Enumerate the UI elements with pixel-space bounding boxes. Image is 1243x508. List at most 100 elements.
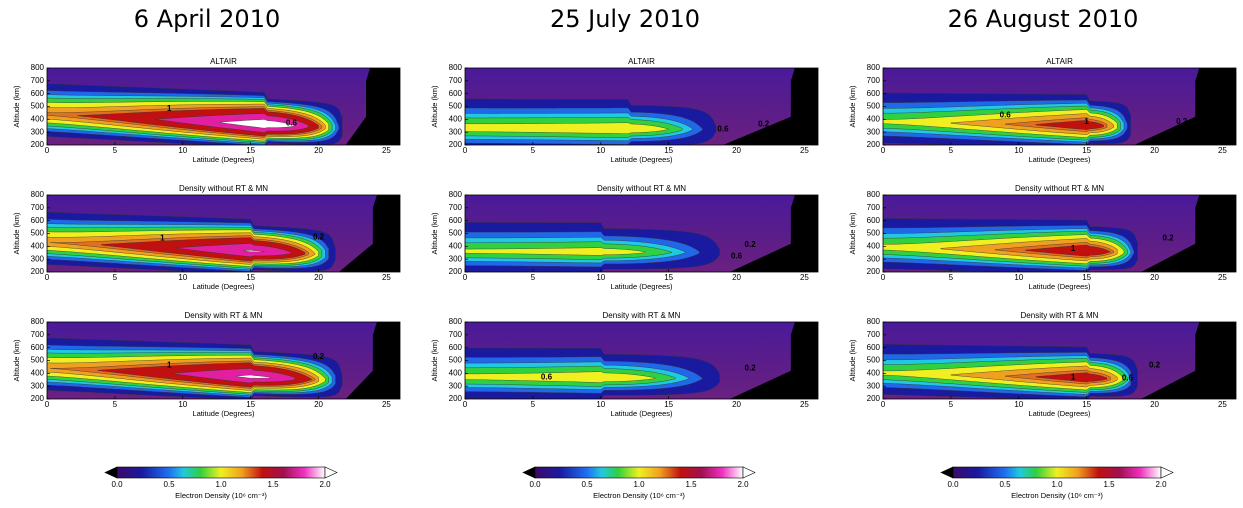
contour-label: 0.2 <box>745 240 757 249</box>
panel-title: Density without RT & MN <box>597 184 686 193</box>
panel-title: Density with RT & MN <box>1021 311 1099 320</box>
y-tick-label: 600 <box>449 343 463 352</box>
y-tick-label: 300 <box>31 254 45 263</box>
panel: ALTAIR 0 5 10 15 20 25 200 300 400 500 600 700 800 Lat… <box>430 57 819 164</box>
x-axis-label: Latitude (Degrees) <box>1028 282 1091 291</box>
panel-title: ALTAIR <box>1046 57 1073 66</box>
y-tick-label: 300 <box>449 254 463 263</box>
panel: ALTAIR 0 5 10 15 20 25 200 300 400 500 600 700 800 Lat… <box>848 57 1237 164</box>
y-axis-label: Altitude (km) <box>12 85 21 128</box>
no-data <box>1140 322 1236 399</box>
x-tick-label: 10 <box>178 273 187 282</box>
panel-title: ALTAIR <box>210 57 237 66</box>
colorbar-tick-label: 0.5 <box>999 480 1011 489</box>
x-tick-label: 5 <box>113 146 118 155</box>
x-tick-label: 10 <box>178 400 187 409</box>
colorbar-low <box>522 466 536 479</box>
contour-label: 0.6 <box>1000 111 1012 120</box>
y-tick-label: 500 <box>31 356 45 365</box>
field <box>465 68 818 145</box>
panel-title: Density without RT & MN <box>1015 184 1104 193</box>
panel: Density with RT & MN 0 5 10 15 20 25 200 300 400 5… <box>848 311 1237 418</box>
x-tick-label: 0 <box>881 273 886 282</box>
x-axis-label: Latitude (Degrees) <box>610 155 673 164</box>
y-tick-label: 200 <box>31 394 45 403</box>
colorbar-tick-label: 0.0 <box>529 480 541 489</box>
colorbar-high <box>324 466 338 479</box>
colorbar-low <box>104 466 118 479</box>
y-tick-label: 600 <box>867 89 881 98</box>
field <box>883 68 1236 145</box>
x-tick-label: 5 <box>531 400 536 409</box>
y-tick-label: 300 <box>449 381 463 390</box>
colorbar-high <box>742 466 756 479</box>
x-tick-label: 25 <box>800 146 809 155</box>
density-band <box>219 119 295 129</box>
y-tick-label: 300 <box>867 254 881 263</box>
y-axis-label: Altitude (km) <box>848 339 857 382</box>
column-title: 6 April 2010 <box>134 5 280 33</box>
density-band <box>1035 372 1108 383</box>
colorbar-tick-label: 1.0 <box>633 480 645 489</box>
y-tick-label: 500 <box>867 229 881 238</box>
y-tick-label: 400 <box>31 114 45 123</box>
colorbar-tick-label: 2.0 <box>319 480 331 489</box>
panel-title: Density with RT & MN <box>185 311 263 320</box>
x-tick-label: 0 <box>463 400 468 409</box>
x-tick-label: 15 <box>246 400 255 409</box>
field <box>883 195 1236 272</box>
panel: ALTAIR 0 5 10 15 20 25 200 300 400 500 600 700 800 Lat… <box>12 57 401 164</box>
y-tick-label: 700 <box>867 203 881 212</box>
density-band <box>465 247 646 256</box>
y-tick-label: 400 <box>867 368 881 377</box>
x-tick-label: 25 <box>800 400 809 409</box>
x-tick-label: 0 <box>45 146 50 155</box>
y-tick-label: 200 <box>31 267 45 276</box>
field <box>47 322 400 399</box>
panel-title: ALTAIR <box>628 57 655 66</box>
contour-label: 0.2 <box>313 232 325 241</box>
y-tick-label: 400 <box>31 241 45 250</box>
y-axis-label: Altitude (km) <box>12 339 21 382</box>
x-tick-label: 5 <box>531 273 536 282</box>
x-tick-label: 20 <box>314 146 323 155</box>
y-tick-label: 200 <box>449 140 463 149</box>
y-tick-label: 700 <box>449 203 463 212</box>
y-tick-label: 200 <box>31 140 45 149</box>
colorbar <box>952 466 1162 479</box>
field <box>883 322 1236 399</box>
density-band <box>175 243 292 258</box>
panel: Density without RT & MN 0 5 10 15 20 25 200 300 4… <box>12 184 401 291</box>
y-tick-label: 500 <box>449 356 463 365</box>
x-tick-label: 25 <box>382 146 391 155</box>
contour-label: 0.6 <box>717 125 729 134</box>
x-tick-label: 5 <box>113 400 118 409</box>
no-data <box>345 322 400 399</box>
x-tick-label: 5 <box>531 146 536 155</box>
x-tick-label: 10 <box>596 273 605 282</box>
x-tick-label: 10 <box>596 400 605 409</box>
colorbar-tick-label: 0.5 <box>163 480 175 489</box>
x-tick-label: 15 <box>246 146 255 155</box>
x-tick-label: 0 <box>45 400 50 409</box>
contour-label: 0.6 <box>541 372 553 381</box>
panel: Density without RT & MN 0 5 10 15 20 25 200 300 4… <box>430 184 819 291</box>
field <box>465 322 818 399</box>
y-tick-label: 300 <box>31 381 45 390</box>
y-tick-label: 800 <box>449 63 463 72</box>
y-axis-label: Altitude (km) <box>430 85 439 128</box>
y-tick-label: 700 <box>867 76 881 85</box>
y-tick-label: 600 <box>31 216 45 225</box>
y-axis-label: Altitude (km) <box>12 212 21 255</box>
y-tick-label: 600 <box>449 89 463 98</box>
density-band <box>243 249 265 253</box>
density-band <box>1025 244 1111 257</box>
field <box>47 195 400 272</box>
no-data <box>729 322 818 399</box>
contour-label: 0.6 <box>1122 374 1134 383</box>
y-tick-label: 500 <box>449 229 463 238</box>
x-tick-label: 10 <box>596 146 605 155</box>
y-tick-label: 600 <box>867 343 881 352</box>
contour-label: 1 <box>1071 372 1076 381</box>
x-tick-label: 25 <box>1218 273 1227 282</box>
